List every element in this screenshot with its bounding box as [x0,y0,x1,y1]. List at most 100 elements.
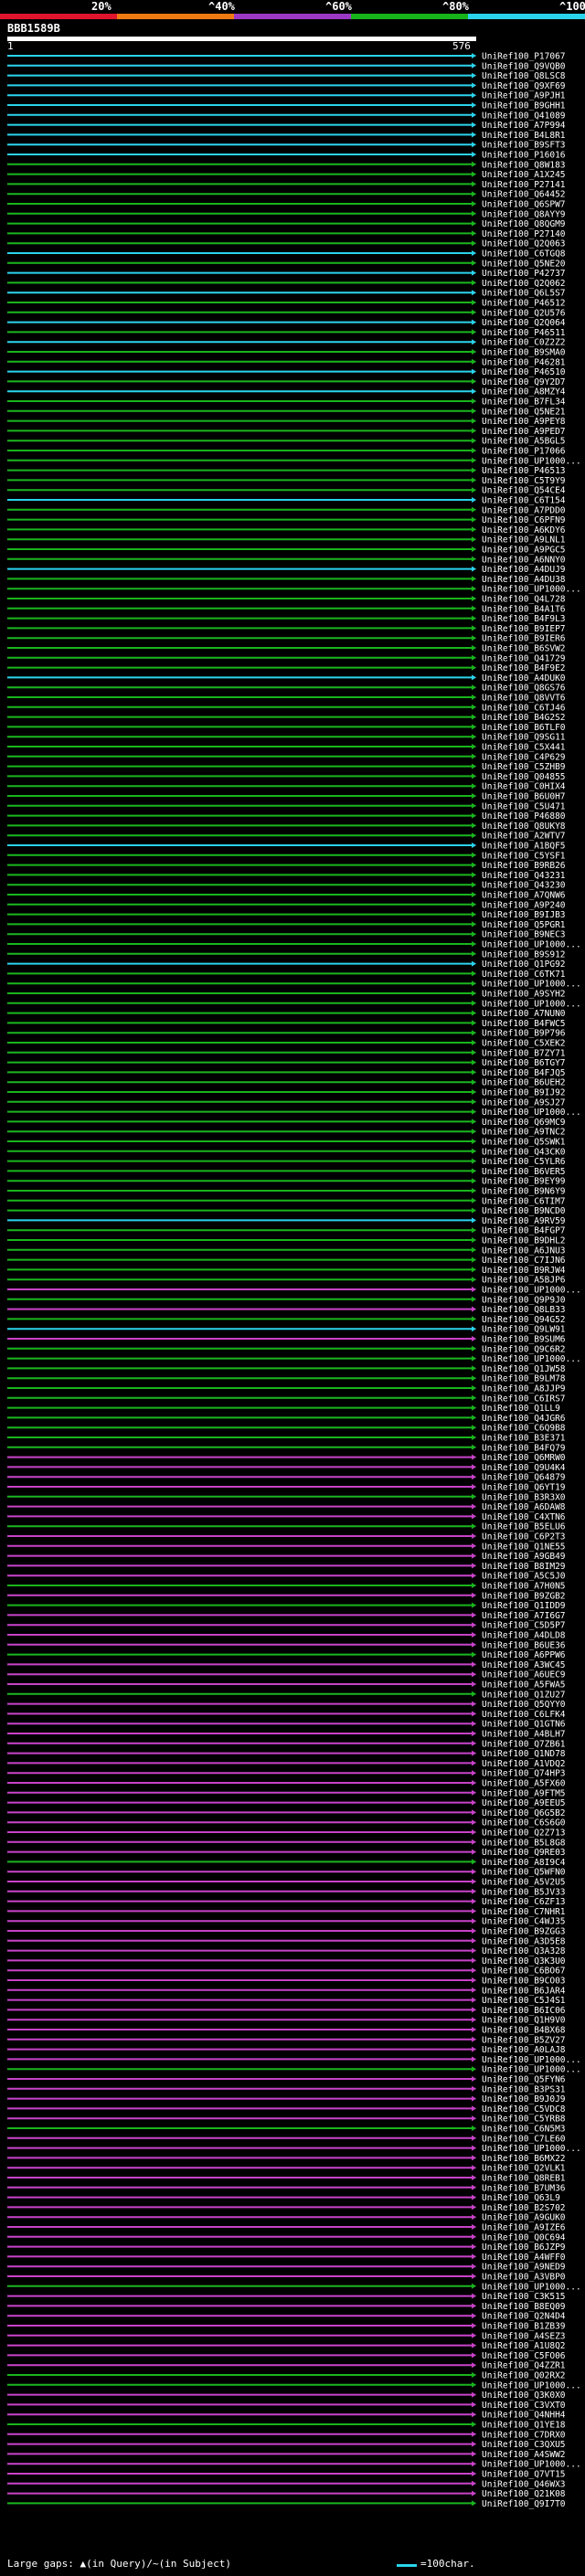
hit-row[interactable]: UniRef100_Q9SG11 [7,733,566,743]
hit-row[interactable]: UniRef100_C3VXT0 [7,2401,566,2411]
hit-row[interactable]: UniRef100_Q43230 [7,881,566,891]
hit-label[interactable]: UniRef100_C7IJN6 [482,1256,566,1266]
hit-label[interactable]: UniRef100_Q74HP3 [482,1769,566,1779]
hit-row[interactable]: UniRef100_UP1000... [7,585,581,595]
hit-row[interactable]: UniRef100_A4DLD8 [7,1631,566,1641]
hit-label[interactable]: UniRef100_Q46WX3 [482,2479,566,2489]
hit-row[interactable]: UniRef100_Q6YT19 [7,1483,566,1493]
hit-row[interactable]: UniRef100_B6TGY7 [7,1058,566,1068]
hit-row[interactable]: UniRef100_B6JAR4 [7,1986,566,1996]
hit-label[interactable]: UniRef100_Q2Q063 [482,239,566,249]
hit-label[interactable]: UniRef100_C4WJ35 [482,1917,566,1927]
hit-label[interactable]: UniRef100_A9TNC2 [482,1128,566,1138]
hit-label[interactable]: UniRef100_B9DHL2 [482,1236,566,1246]
hit-label[interactable]: UniRef100_C6Q9B8 [482,1424,566,1434]
hit-label[interactable]: UniRef100_Q04855 [482,772,566,782]
hit-row[interactable]: UniRef100_A6JNU3 [7,1246,566,1256]
hit-label[interactable]: UniRef100_Q3K3U0 [482,1956,566,1966]
hit-label[interactable]: UniRef100_B6UE36 [482,1640,566,1650]
hit-label[interactable]: UniRef100_Q8VVT6 [482,694,566,704]
hit-label[interactable]: UniRef100_B6UEH2 [482,1078,566,1088]
hit-row[interactable]: UniRef100_C6TIM7 [7,1196,566,1206]
hit-row[interactable]: UniRef100_Q3K0X0 [7,2390,566,2401]
hit-row[interactable]: UniRef100_UP1000... [7,2380,581,2390]
hit-label[interactable]: UniRef100_Q5NE21 [482,407,566,417]
hit-label[interactable]: UniRef100_B9P796 [482,1029,566,1039]
hit-row[interactable]: UniRef100_C6N5M3 [7,2125,566,2135]
hit-label[interactable]: UniRef100_P46511 [482,328,566,338]
hit-row[interactable]: UniRef100_A7P994 [7,121,566,131]
hit-row[interactable]: UniRef100_B4G2S2 [7,713,566,723]
hit-row[interactable]: UniRef100_A8MZY4 [7,387,566,398]
hit-label[interactable]: UniRef100_B9ZGB2 [482,1591,566,1601]
hit-row[interactable]: UniRef100_A2WTV7 [7,832,566,842]
hit-row[interactable]: UniRef100_Q1LL9 [7,1404,560,1414]
hit-row[interactable]: UniRef100_P46512 [7,299,566,309]
hit-label[interactable]: UniRef100_Q8LSC8 [482,71,566,81]
hit-label[interactable]: UniRef100_A4DU38 [482,575,566,585]
hit-row[interactable]: UniRef100_Q1ZU27 [7,1690,566,1700]
hit-row[interactable]: UniRef100_Q21K08 [7,2489,566,2499]
hit-label[interactable]: UniRef100_B4L8R1 [482,131,566,141]
hit-label[interactable]: UniRef100_A9PEY8 [482,417,566,427]
hit-row[interactable]: UniRef100_UP1000... [7,2065,581,2075]
hit-label[interactable]: UniRef100_Q54CE4 [482,486,566,496]
hit-label[interactable]: UniRef100_A6NNY0 [482,555,566,565]
hit-row[interactable]: UniRef100_A4DU38 [7,575,566,585]
hit-label[interactable]: UniRef100_C0Z2Z2 [482,338,566,348]
hit-label[interactable]: UniRef100_B6IC06 [482,2006,566,2016]
hit-row[interactable]: UniRef100_P17067 [7,52,566,62]
hit-label[interactable]: UniRef100_Q2Z713 [482,1829,566,1839]
hit-label[interactable]: UniRef100_Q9RE03 [482,1848,566,1858]
hit-row[interactable]: UniRef100_Q9I7T0 [7,2499,566,2509]
hit-label[interactable]: UniRef100_Q64879 [482,1473,566,1483]
hit-row[interactable]: UniRef100_C6PFN9 [7,515,566,525]
hit-label[interactable]: UniRef100_A9GUK0 [482,2213,566,2223]
hit-row[interactable]: UniRef100_A9PED7 [7,427,566,437]
hit-label[interactable]: UniRef100_Q21K08 [482,2489,566,2499]
hit-label[interactable]: UniRef100_B9J0J9 [482,2094,566,2104]
hit-row[interactable]: UniRef100_C4WJ35 [7,1917,566,1927]
hit-row[interactable]: UniRef100_P27140 [7,229,566,239]
hit-label[interactable]: UniRef100_B4A1T6 [482,604,566,614]
hit-label[interactable]: UniRef100_A4WFF0 [482,2253,566,2263]
hit-row[interactable]: UniRef100_A3D5E8 [7,1936,566,1946]
hit-row[interactable]: UniRef100_B4F9L3 [7,614,566,624]
hit-row[interactable]: UniRef100_Q4ZZR1 [7,2361,566,2371]
hit-row[interactable]: UniRef100_B9IEP7 [7,624,566,634]
hit-row[interactable]: UniRef100_A5C5J0 [7,1572,566,1582]
hit-row[interactable]: UniRef100_C5VDC8 [7,2104,566,2115]
hit-label[interactable]: UniRef100_B2S702 [482,2203,566,2213]
hit-label[interactable]: UniRef100_C7LE60 [482,2134,566,2144]
hit-row[interactable]: UniRef100_UP1000... [7,2282,581,2292]
hit-row[interactable]: UniRef100_B4F9E2 [7,663,566,673]
hit-label[interactable]: UniRef100_UP1000... [482,980,581,990]
hit-label[interactable]: UniRef100_Q43230 [482,881,566,891]
hit-row[interactable]: UniRef100_B8IM29 [7,1562,566,1572]
hit-label[interactable]: UniRef100_P46513 [482,466,566,476]
hit-row[interactable]: UniRef100_B4FGP7 [7,1226,566,1236]
hit-row[interactable]: UniRef100_A4SEZ3 [7,2331,566,2341]
hit-row[interactable]: UniRef100_A9SYH2 [7,990,566,1000]
hit-label[interactable]: UniRef100_B5JV33 [482,1887,566,1897]
hit-row[interactable]: UniRef100_Q2VLK1 [7,2164,566,2174]
hit-row[interactable]: UniRef100_Q1ND78 [7,1749,566,1759]
hit-row[interactable]: UniRef100_Q8QGM9 [7,219,566,229]
hit-row[interactable]: UniRef100_A6DAW8 [7,1502,566,1512]
hit-label[interactable]: UniRef100_C5X441 [482,743,566,753]
hit-label[interactable]: UniRef100_P27140 [482,229,566,239]
hit-label[interactable]: UniRef100_C5XEK2 [482,1039,566,1049]
hit-label[interactable]: UniRef100_Q1LL9 [482,1404,560,1414]
hit-row[interactable]: UniRef100_A1X245 [7,170,566,180]
hit-row[interactable]: UniRef100_Q5FYN6 [7,2075,566,2085]
hit-row[interactable]: UniRef100_A4DUK0 [7,673,566,684]
hit-label[interactable]: UniRef100_Q9P9J0 [482,1295,566,1305]
hit-row[interactable]: UniRef100_A4BLH7 [7,1730,566,1740]
hit-label[interactable]: UniRef100_UP1000... [482,2460,581,2470]
hit-row[interactable]: UniRef100_Q4NHH4 [7,2411,566,2421]
hit-row[interactable]: UniRef100_B6JZP9 [7,2242,566,2253]
hit-row[interactable]: UniRef100_Q6MRW0 [7,1453,566,1463]
hit-label[interactable]: UniRef100_Q7VT15 [482,2470,566,2480]
hit-label[interactable]: UniRef100_B7UM36 [482,2183,566,2193]
hit-row[interactable]: UniRef100_Q9P9J0 [7,1295,566,1305]
